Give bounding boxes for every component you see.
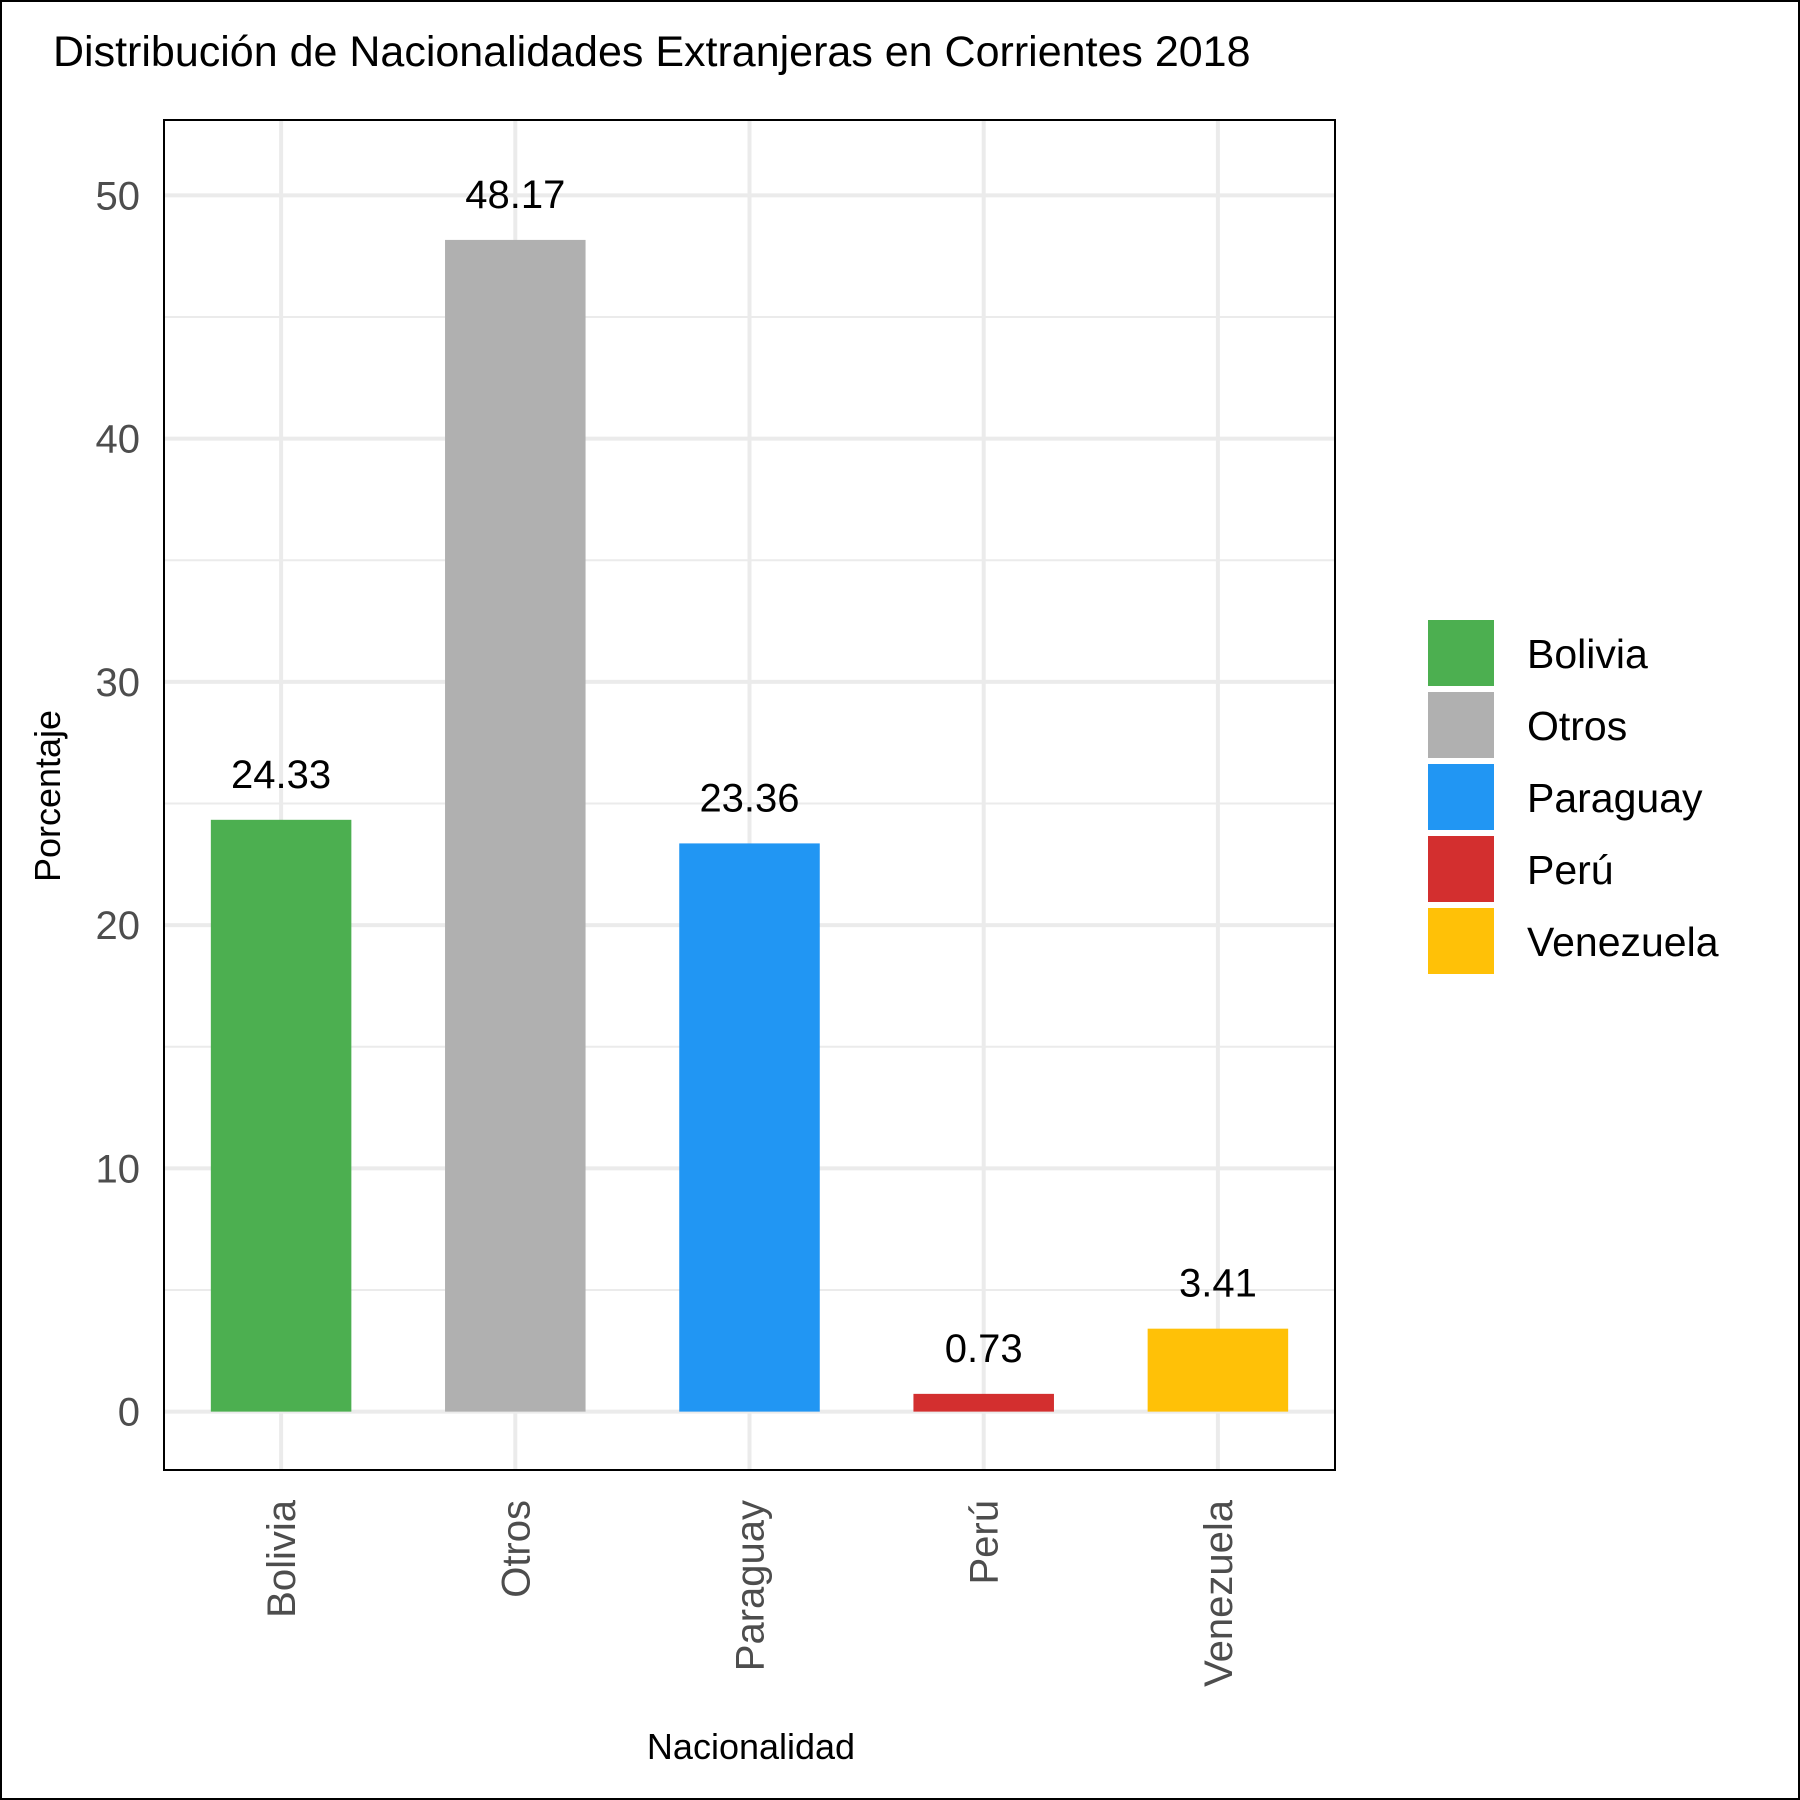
legend-key — [1428, 764, 1494, 830]
legend-key — [1428, 908, 1494, 974]
legend-key — [1428, 692, 1494, 758]
x-tick-label: Bolivia — [260, 1499, 304, 1618]
legend: Bolivia Otros Paraguay Perú Venezuela — [1428, 620, 1719, 974]
x-tick-label: Perú — [963, 1500, 1007, 1585]
bar-otros — [445, 239, 586, 1412]
y-tick-label: 50 — [96, 174, 141, 218]
legend-label: Venezuela — [1527, 919, 1719, 965]
data-label: 0.73 — [945, 1327, 1023, 1371]
legend-label: Paraguay — [1527, 775, 1703, 821]
y-tick-label: 10 — [96, 1147, 141, 1191]
x-tick-label: Paraguay — [729, 1500, 773, 1671]
x-tick-label: Venezuela — [1197, 1499, 1241, 1687]
y-tick-label: 40 — [96, 418, 141, 462]
data-label: 24.33 — [231, 753, 331, 797]
legend-label: Otros — [1527, 703, 1627, 749]
legend-key — [1428, 620, 1494, 686]
data-label: 3.41 — [1179, 1262, 1257, 1306]
bar-bolivia — [210, 819, 352, 1412]
bar-paraguay — [679, 843, 820, 1412]
y-axis-title: Porcentaje — [27, 710, 68, 882]
y-tick-label: 0 — [118, 1391, 140, 1435]
chart-title: Distribución de Nacionalidades Extranjer… — [53, 28, 1251, 76]
y-tick-label: 30 — [96, 661, 141, 705]
data-label: 48.17 — [465, 173, 565, 217]
legend-key — [1428, 836, 1494, 902]
x-tick-label: Otros — [494, 1500, 538, 1598]
legend-label: Perú — [1527, 847, 1614, 893]
bar-perú — [913, 1393, 1054, 1412]
data-label: 23.36 — [699, 776, 799, 820]
bar-venezuela — [1147, 1328, 1289, 1412]
x-axis-title: Nacionalidad — [647, 1726, 855, 1767]
y-tick-label: 20 — [96, 904, 141, 948]
plot-area: 0 10 20 30 40 50 24.33 Bolivia 48.17 Otros 23.36 Pa… — [96, 119, 1336, 1687]
plot-border — [163, 119, 1336, 1471]
legend-label: Bolivia — [1527, 631, 1648, 677]
